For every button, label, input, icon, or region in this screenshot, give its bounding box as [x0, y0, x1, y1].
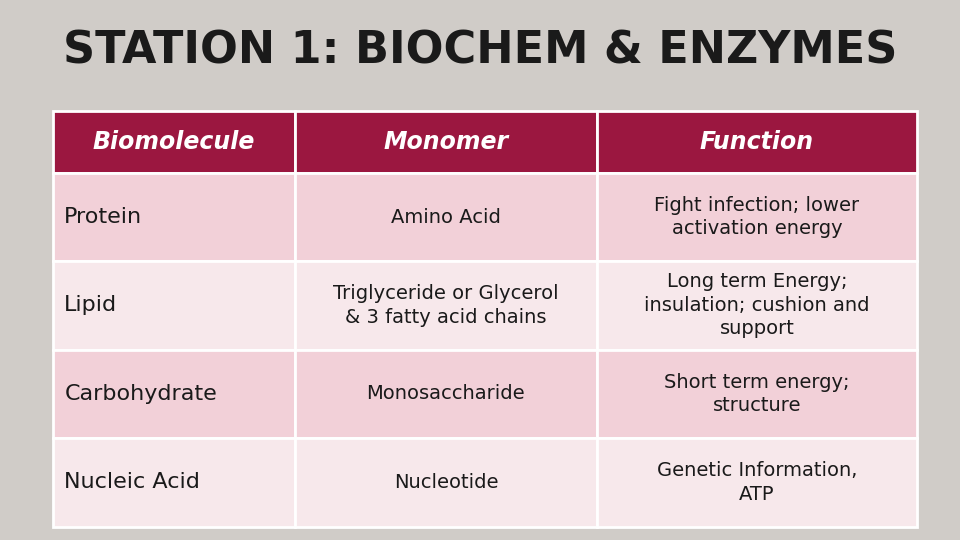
- Text: Protein: Protein: [64, 207, 142, 227]
- FancyBboxPatch shape: [53, 261, 295, 350]
- Text: Monomer: Monomer: [383, 130, 509, 154]
- Text: Genetic Information,
ATP: Genetic Information, ATP: [657, 461, 857, 503]
- Text: Carbohydrate: Carbohydrate: [64, 384, 217, 404]
- FancyBboxPatch shape: [53, 173, 295, 261]
- Text: Nucleotide: Nucleotide: [394, 473, 498, 492]
- Text: Biomolecule: Biomolecule: [92, 130, 255, 154]
- FancyBboxPatch shape: [597, 173, 917, 261]
- Text: Fight infection; lower
activation energy: Fight infection; lower activation energy: [655, 196, 859, 238]
- FancyBboxPatch shape: [597, 111, 917, 173]
- FancyBboxPatch shape: [53, 111, 295, 173]
- FancyBboxPatch shape: [295, 261, 597, 350]
- Text: Function: Function: [700, 130, 814, 154]
- FancyBboxPatch shape: [295, 350, 597, 438]
- Text: Amino Acid: Amino Acid: [391, 207, 501, 226]
- Text: Triglyceride or Glycerol
& 3 fatty acid chains: Triglyceride or Glycerol & 3 fatty acid …: [333, 284, 559, 327]
- FancyBboxPatch shape: [597, 438, 917, 526]
- Text: Lipid: Lipid: [64, 295, 117, 315]
- FancyBboxPatch shape: [295, 111, 597, 173]
- FancyBboxPatch shape: [53, 350, 295, 438]
- FancyBboxPatch shape: [295, 438, 597, 526]
- FancyBboxPatch shape: [597, 350, 917, 438]
- FancyBboxPatch shape: [597, 261, 917, 350]
- Text: Long term Energy;
insulation; cushion and
support: Long term Energy; insulation; cushion an…: [644, 273, 870, 339]
- Text: STATION 1: BIOCHEM & ENZYMES: STATION 1: BIOCHEM & ENZYMES: [62, 30, 898, 73]
- FancyBboxPatch shape: [53, 438, 295, 526]
- Text: Short term energy;
structure: Short term energy; structure: [664, 373, 850, 415]
- Text: Nucleic Acid: Nucleic Acid: [64, 472, 201, 492]
- Text: Monosaccharide: Monosaccharide: [367, 384, 525, 403]
- FancyBboxPatch shape: [295, 173, 597, 261]
